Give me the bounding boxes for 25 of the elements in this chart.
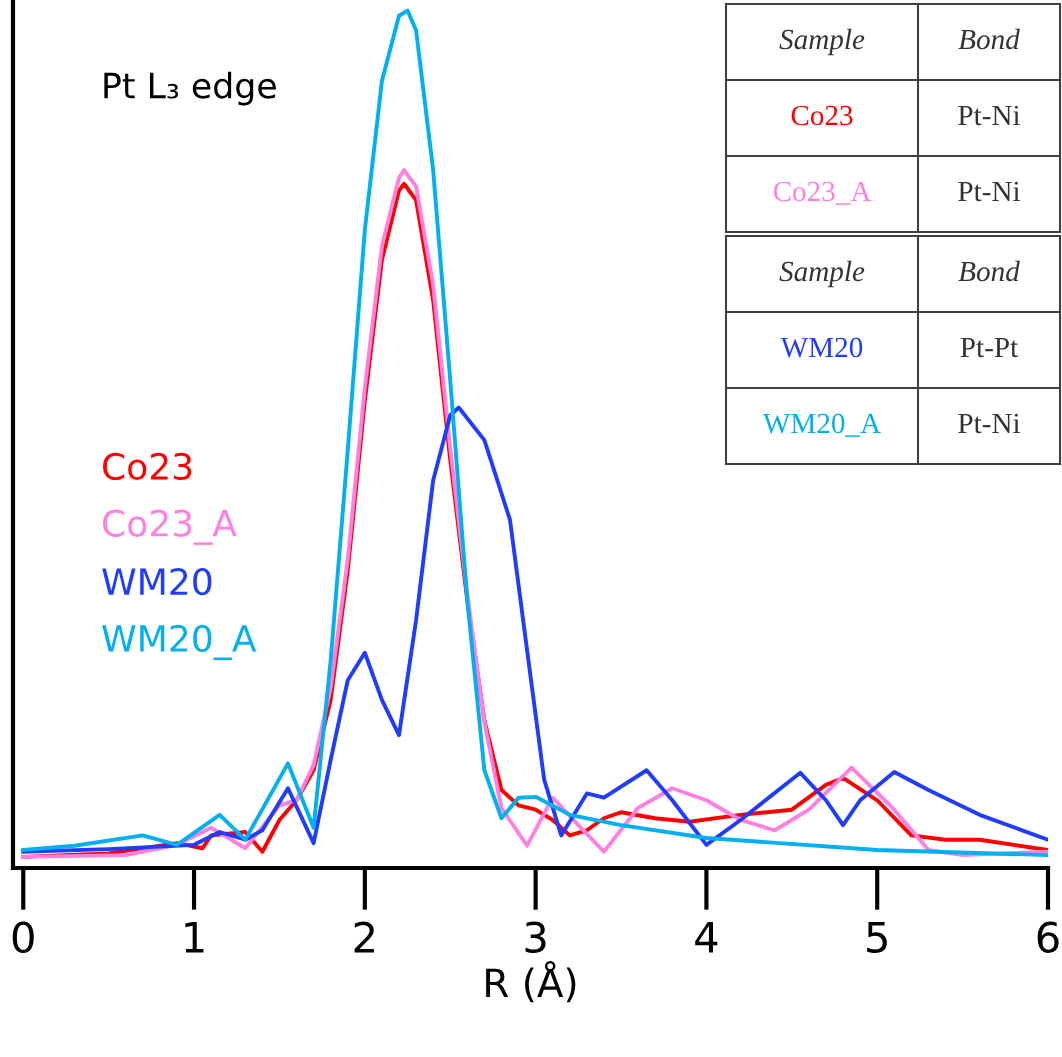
annotation: WM20 [780, 337, 863, 358]
annotation: Pt-Ni [958, 105, 1021, 126]
text: WM20_A [102, 624, 257, 661]
annotation: Pt L₃ edge [104, 71, 276, 106]
annotation: WM20_A [762, 413, 881, 437]
x-tick-label: 1 [185, 922, 204, 953]
annotation: Co23_A [773, 181, 872, 205]
annotation: Pt-Ni [958, 413, 1021, 434]
annotation: Bond [958, 28, 1020, 50]
x-tick-label: 2 [354, 921, 374, 953]
x-tick-label: 6 [1037, 921, 1059, 954]
x-tick-label: 5 [867, 922, 887, 954]
annotation: Sample [779, 28, 865, 56]
annotation: Pt-Ni [958, 181, 1021, 202]
text: Co23 [103, 452, 192, 481]
annotation: Sample [779, 260, 865, 288]
x-tick-label: 0 [12, 921, 34, 954]
annotation: Bond [958, 260, 1020, 282]
annotation: Pt-Pt [960, 337, 1019, 358]
x-tick-label: 4 [695, 922, 718, 953]
x-axis-title: R (Å) [486, 960, 576, 1003]
x-tick-label: 3 [525, 921, 546, 954]
annotation: Co23 [791, 105, 853, 126]
text: WM20 [102, 567, 212, 596]
text: Co23_A [103, 509, 237, 545]
